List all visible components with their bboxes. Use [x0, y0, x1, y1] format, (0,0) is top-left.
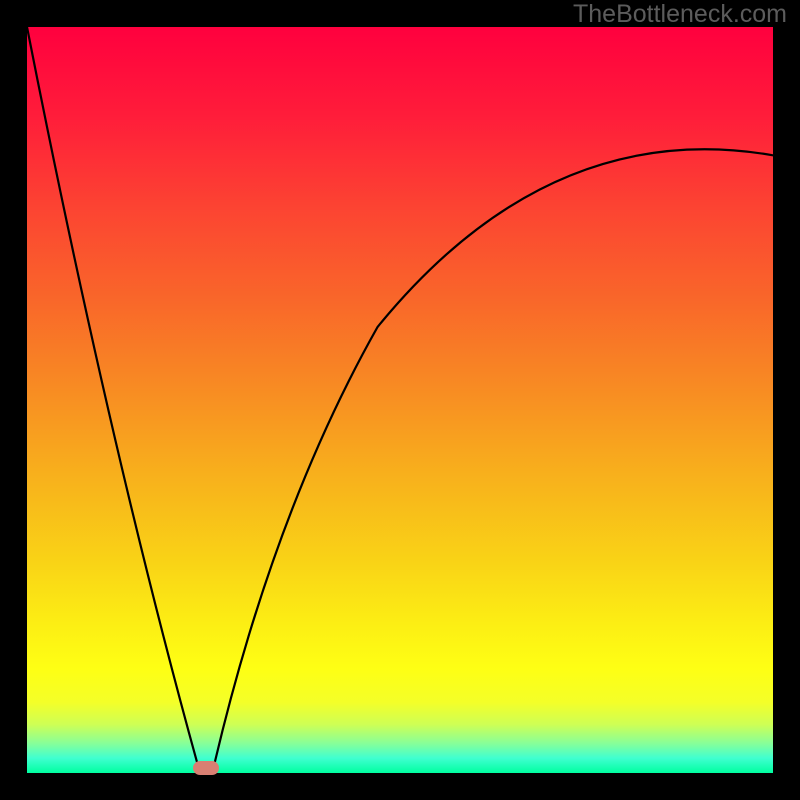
optimal-marker [193, 761, 219, 775]
optimal-marker-pill [193, 761, 219, 775]
chart-container: TheBottleneck.com [0, 0, 800, 800]
plot-area [27, 27, 773, 773]
curve-path [27, 27, 773, 768]
bottleneck-curve [27, 27, 773, 773]
watermark-text: TheBottleneck.com [573, 0, 787, 29]
